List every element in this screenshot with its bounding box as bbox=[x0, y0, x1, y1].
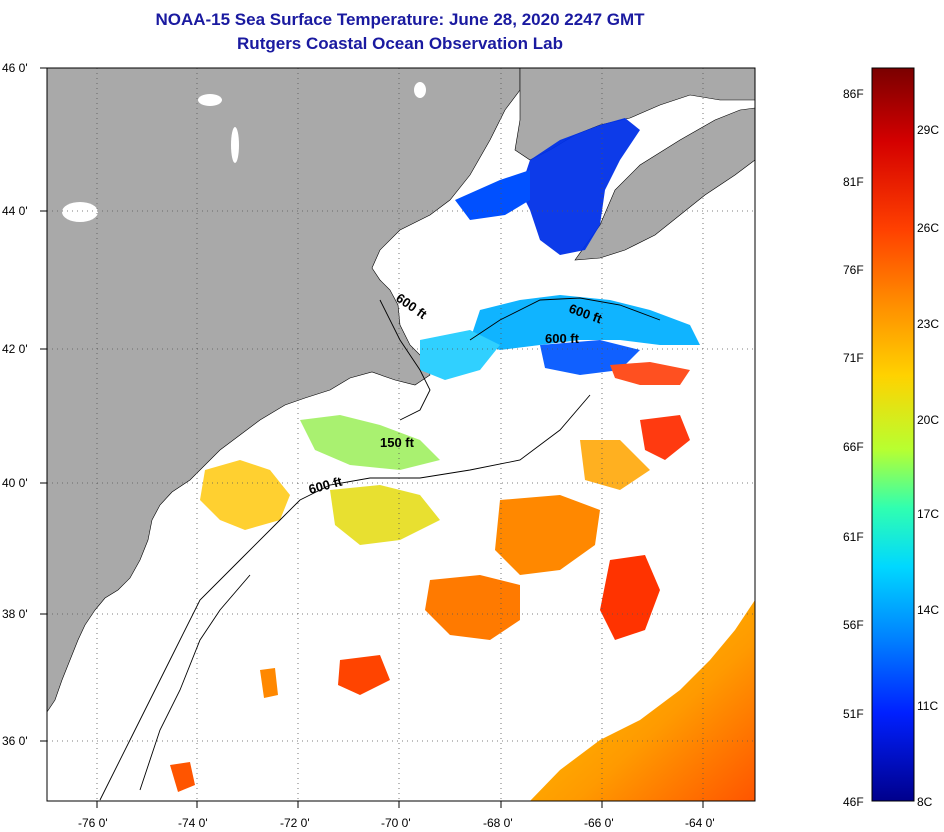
sst-cool-shelf bbox=[420, 330, 500, 380]
axis-ticks bbox=[40, 67, 704, 808]
lon-tick-label: -76 0' bbox=[78, 816, 108, 830]
map-title: NOAA-15 Sea Surface Temperature: June 28… bbox=[155, 10, 645, 29]
lon-tick-label: -70 0' bbox=[381, 816, 411, 830]
sst-gulf-stream bbox=[530, 600, 755, 801]
colorbar bbox=[871, 67, 915, 802]
lat-tick-label: 46 0' bbox=[2, 61, 28, 75]
lat-tick-label: 36 0' bbox=[2, 734, 28, 748]
sst-yellow-mid-shelf bbox=[330, 485, 440, 545]
sst-warm-patch-sw bbox=[170, 762, 195, 792]
map-frame bbox=[46, 67, 756, 802]
land-nova-scotia bbox=[574, 107, 755, 261]
lat-tick-label: 44 0' bbox=[2, 204, 28, 218]
bathymetry-contours bbox=[99, 297, 661, 801]
colorbar-f-label: 71F bbox=[843, 351, 864, 365]
land-mass bbox=[47, 68, 521, 713]
lon-tick-label: -64 0' bbox=[685, 816, 715, 830]
lon-tick-label: -72 0' bbox=[280, 816, 310, 830]
colorbar-c-label: 11C bbox=[917, 699, 938, 713]
sst-orange-eddy-2 bbox=[425, 575, 520, 640]
sst-cool-georges-bank bbox=[470, 295, 700, 350]
sst-warm-patch-s bbox=[260, 668, 278, 698]
colorbar-f-label: 86F bbox=[843, 87, 864, 101]
colorbar-f-label: 81F bbox=[843, 175, 864, 189]
colorbar-f-label: 51F bbox=[843, 707, 864, 721]
colorbar-c-label: 26C bbox=[917, 221, 939, 235]
colorbar-c-label: 8C bbox=[917, 795, 933, 809]
sst-yellow-nj-shelf bbox=[200, 460, 290, 530]
sst-red-eddy bbox=[600, 555, 660, 640]
colorbar-c-label: 29C bbox=[917, 123, 939, 137]
map-subtitle: Rutgers Coastal Ocean Observation Lab bbox=[237, 34, 563, 53]
colorbar-f-label: 56F bbox=[843, 618, 864, 632]
lake bbox=[414, 82, 426, 98]
colorbar-f-label: 66F bbox=[843, 440, 864, 454]
lat-tick-label: 42 0' bbox=[2, 342, 28, 356]
colorbar-f-label: 76F bbox=[843, 263, 864, 277]
sst-cold-bay bbox=[455, 170, 530, 220]
colorbar-f-label: 61F bbox=[843, 530, 864, 544]
lake bbox=[62, 202, 98, 222]
lake bbox=[198, 94, 222, 106]
lon-tick-label: -68 0' bbox=[483, 816, 513, 830]
lon-tick-label: -66 0' bbox=[584, 816, 614, 830]
sst-orange-warm-core bbox=[495, 495, 600, 575]
contour-label: 150 ft bbox=[380, 435, 415, 450]
lon-tick-label: -74 0' bbox=[178, 816, 208, 830]
sst-warm-eddy bbox=[610, 362, 690, 385]
lat-tick-label: 40 0' bbox=[2, 476, 28, 490]
colorbar-c-label: 14C bbox=[917, 603, 939, 617]
colorbar-c-label: 20C bbox=[917, 413, 939, 427]
sst-cold-gulf-of-maine bbox=[520, 118, 640, 255]
sst-warm-patch-red bbox=[338, 655, 390, 695]
colorbar-c-label: 17C bbox=[917, 507, 939, 521]
contour-label: 600 ft bbox=[545, 331, 580, 346]
sst-red-north bbox=[640, 415, 690, 460]
lat-lon-grid bbox=[47, 68, 755, 801]
colorbar-c-label: 23C bbox=[917, 317, 939, 331]
sst-yellow-east bbox=[580, 440, 650, 490]
colorbar-f-label: 46F bbox=[843, 795, 864, 809]
sst-green-slope bbox=[300, 415, 440, 470]
lat-tick-label: 38 0' bbox=[2, 607, 28, 621]
lake bbox=[231, 127, 239, 163]
